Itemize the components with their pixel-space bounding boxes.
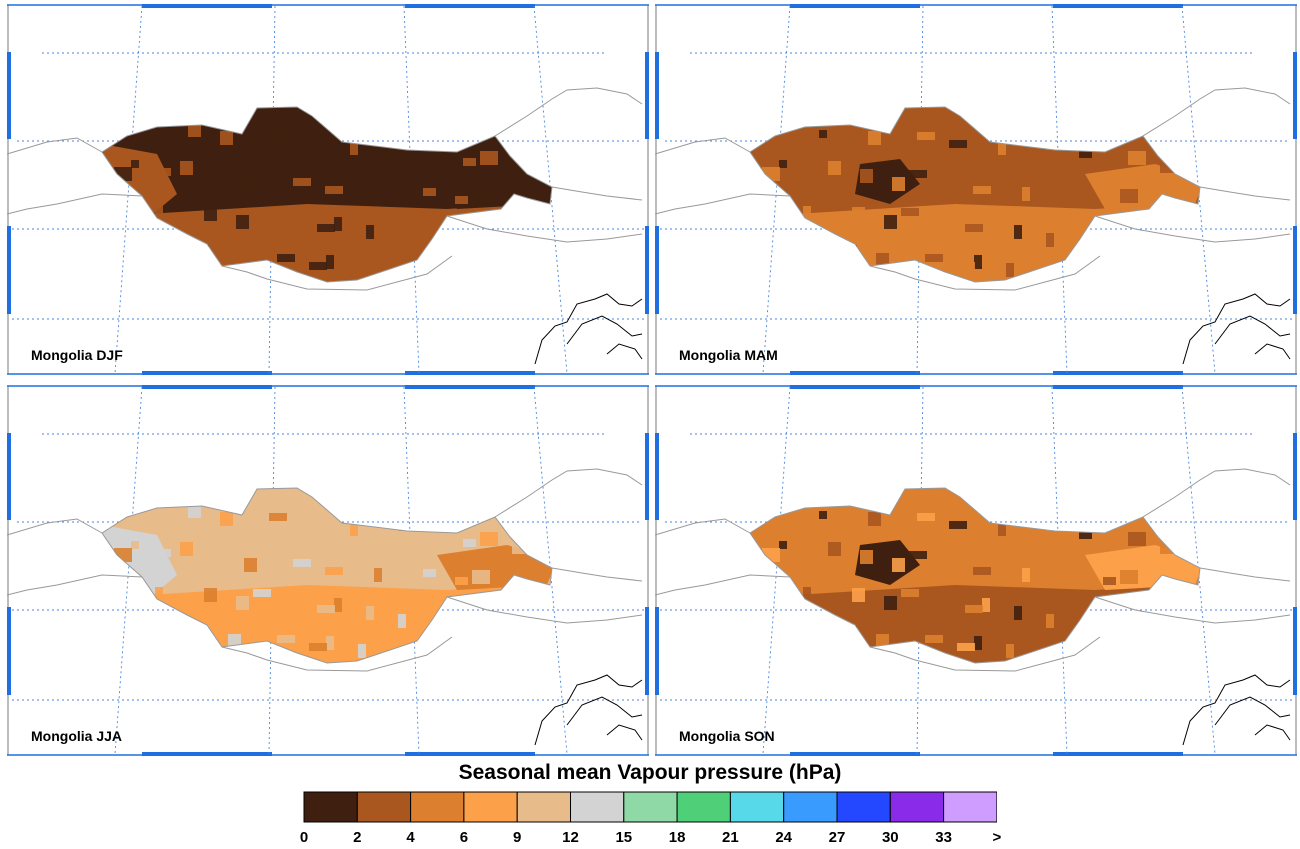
legend-swatch (570, 791, 625, 823)
map-panel-jja: Mongolia JJA (7, 385, 649, 756)
legend-swatch (783, 791, 838, 823)
legend-title: Seasonal mean Vapour pressure (hPa) (458, 761, 842, 784)
panel-label-jja: Mongolia JJA (31, 728, 123, 744)
legend-tick-label: 18 (668, 829, 686, 846)
map-svg-jja (7, 385, 649, 756)
legend-tick-label: 33 (935, 829, 952, 846)
legend-swatch (836, 791, 891, 823)
legend-swatch (463, 791, 518, 823)
legend-swatch (623, 791, 678, 823)
legend-colorbar (303, 791, 997, 823)
panel-label-son: Mongolia SON (679, 728, 775, 744)
map-svg-son (655, 385, 1297, 756)
legend-tick-label: 24 (775, 829, 793, 846)
map-panel-son: Mongolia SON (655, 385, 1297, 756)
map-panel-djf: Mongolia DJF (7, 4, 649, 375)
legend-swatch (943, 791, 997, 823)
legend-swatch (676, 791, 731, 823)
map-svg-mam (655, 4, 1297, 375)
legend-swatch (729, 791, 785, 823)
map-svg-djf (7, 4, 649, 375)
legend-tick-label: 15 (615, 829, 633, 846)
legend-tick-label: 0 (299, 829, 309, 846)
legend-tick-label: > (992, 829, 1002, 846)
legend-swatch (889, 791, 945, 823)
legend-tick-label: 30 (881, 829, 899, 846)
legend-tick-label: 9 (513, 829, 522, 846)
legend-tick-label: 2 (353, 829, 362, 846)
legend-swatch (356, 791, 412, 823)
legend-tick-label: 4 (406, 829, 415, 846)
panel-label-djf: Mongolia DJF (31, 347, 123, 363)
map-panel-mam: Mongolia MAM (655, 4, 1297, 375)
legend-swatch (516, 791, 571, 823)
panel-label-mam: Mongolia MAM (679, 347, 778, 363)
legend-tick-label: 21 (722, 829, 739, 846)
legend-swatch (303, 791, 358, 823)
legend-tick-label: 6 (459, 829, 469, 846)
legend-tick-label: 12 (562, 829, 579, 846)
legend-swatch (410, 791, 465, 823)
legend-tick-label: 27 (828, 829, 846, 846)
